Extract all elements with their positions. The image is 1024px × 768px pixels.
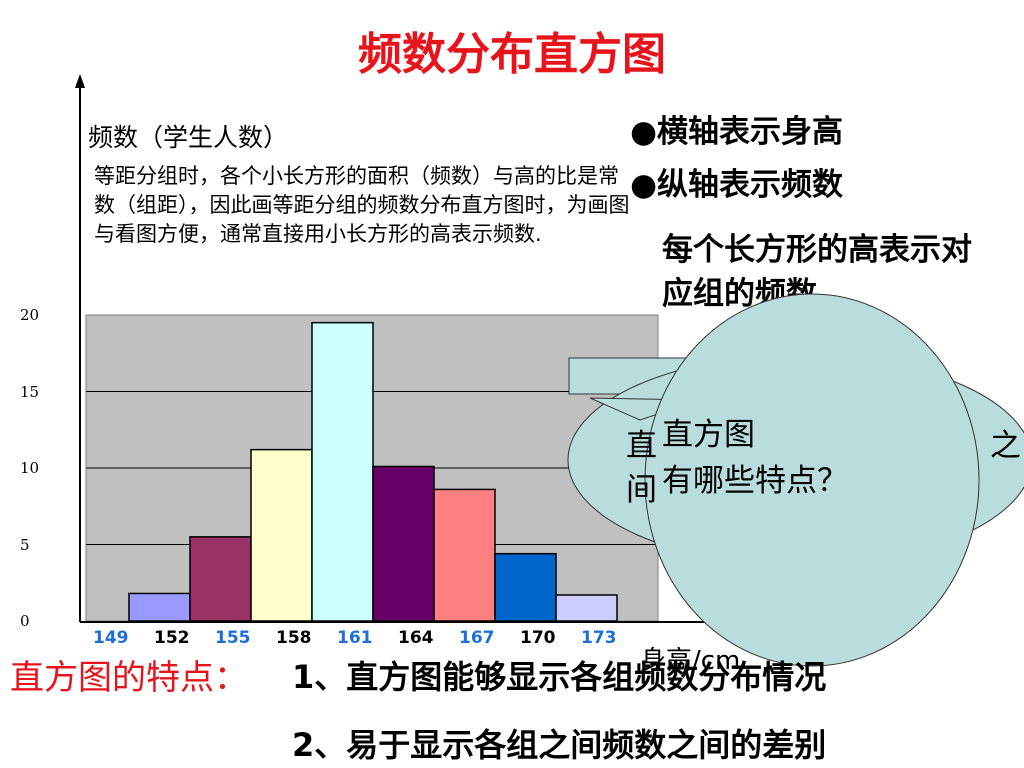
y-tick-label: 20 <box>20 306 40 324</box>
x-tick-label: 158 <box>276 628 312 648</box>
callout-partial-left-1: 直 <box>626 428 657 464</box>
features-label: 直方图的特点： <box>10 658 248 698</box>
x-tick-label: 161 <box>337 628 373 648</box>
slide-title: 频数分布直方图 <box>358 29 666 80</box>
callout-line2: 有哪些特点？ <box>662 463 848 499</box>
bullet-vertical-axis: ●纵轴表示频数 <box>630 167 844 203</box>
histogram-bar <box>250 448 313 622</box>
x-tick-label: 173 <box>581 628 617 648</box>
x-tick-label: 164 <box>398 628 434 648</box>
y-axis-label: 频数（学生人数） <box>88 123 289 152</box>
y-tick-label: 15 <box>20 382 40 401</box>
callout-partial-left-2: 间 <box>626 472 657 508</box>
y-tick-label: 5 <box>20 535 30 554</box>
histogram-bar <box>372 465 435 622</box>
histogram-bar <box>311 321 374 622</box>
bullet-horizontal-axis: ●横轴表示身高 <box>630 114 844 150</box>
x-tick-label: 149 <box>93 628 129 648</box>
histogram-bar <box>189 536 252 622</box>
x-tick-label: 155 <box>215 628 251 648</box>
bar-height-description: 每个长方形的高表示对应组的频数 <box>662 232 972 312</box>
feature-item-2: 2、易于显示各组之间频数之间的差别 <box>292 726 827 764</box>
y-tick-label: 0 <box>20 612 30 630</box>
x-tick-label: 170 <box>520 628 556 648</box>
y-axis-arrow <box>75 74 85 88</box>
histogram-bar <box>494 552 557 622</box>
y-tick-label: 10 <box>20 459 40 477</box>
callout-ellipse-front <box>644 293 980 667</box>
note-text: 等距分组时，各个小长方形的面积（频数）与高的比是常数（组距），因此画等距分组的频… <box>94 164 630 246</box>
x-tick-label: 152 <box>154 628 190 648</box>
x-axis-unit-label: 身高/cm <box>640 646 741 676</box>
feature-item-1: 1、直方图能够显示各组频数分布情况 <box>292 658 827 696</box>
x-tick-label: 167 <box>459 628 495 648</box>
callout-text: 直方图 有哪些特点？ <box>662 412 922 504</box>
callout-line1: 直方图 <box>662 417 755 453</box>
callout-partial-right: 之 <box>990 428 1021 464</box>
